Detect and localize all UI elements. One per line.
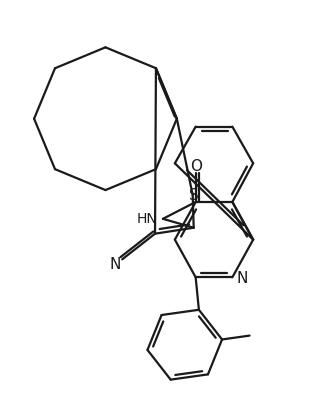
Text: N: N: [109, 257, 121, 272]
Text: O: O: [190, 159, 202, 174]
Text: N: N: [236, 271, 248, 286]
Text: S: S: [189, 188, 198, 202]
Text: HN: HN: [136, 212, 157, 226]
